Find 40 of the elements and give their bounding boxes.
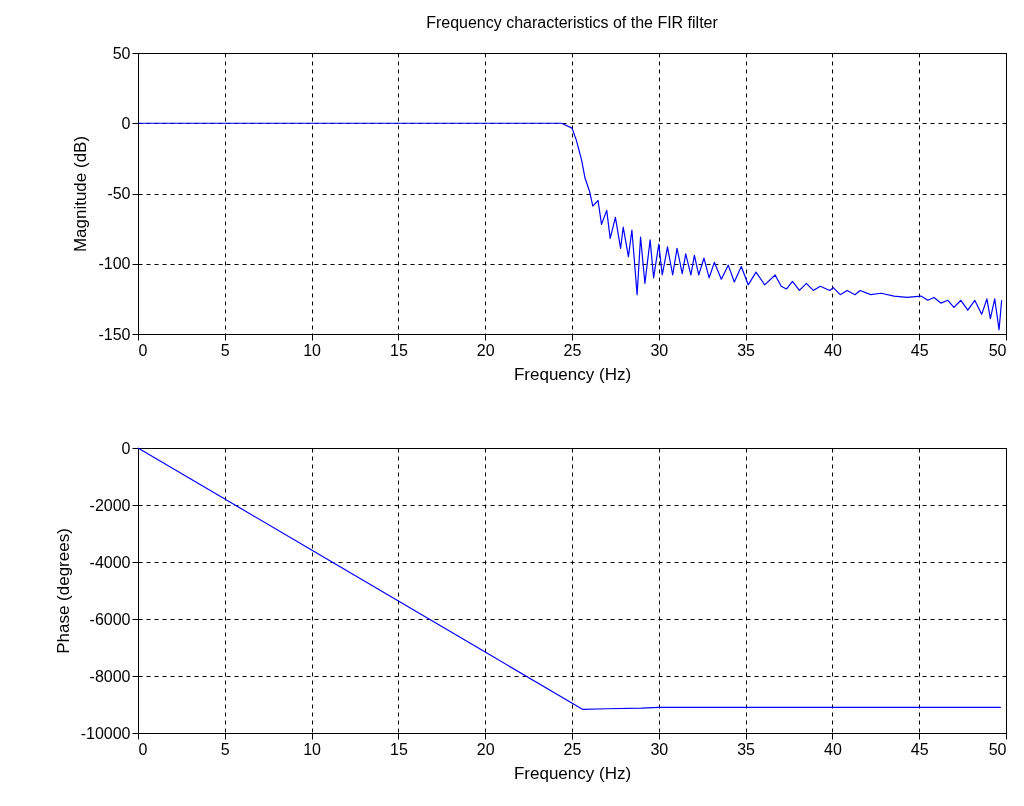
y-tick-label: -100 [98, 255, 131, 273]
y-tick-label: -2000 [89, 496, 131, 514]
x-tick-label: 10 [303, 341, 322, 359]
x-tick-label: 30 [650, 341, 669, 359]
y-axis-title: Phase (degrees) [53, 528, 73, 654]
y-tick-label: -8000 [89, 667, 131, 685]
y-tick-label: 0 [121, 439, 131, 457]
y-tick-label: -6000 [89, 610, 131, 628]
x-tick-label: 0 [138, 341, 148, 359]
y-axis-title: Magnitude (dB) [71, 135, 91, 253]
x-tick-label: 35 [737, 740, 756, 758]
x-tick-label: 40 [824, 740, 842, 758]
x-tick-label: 10 [303, 740, 322, 758]
y-tick-label: -150 [98, 325, 131, 343]
x-tick-label: 5 [220, 740, 230, 758]
x-tick-label: 40 [824, 341, 842, 359]
x-tick-label: 5 [220, 341, 230, 359]
line-series [137, 447, 1002, 710]
x-tick-label: 50 [988, 740, 1007, 758]
x-tick-label: 25 [563, 740, 582, 758]
y-tick-label: -50 [107, 185, 131, 202]
x-tick-label: 45 [910, 341, 929, 359]
x-tick-label: 45 [910, 740, 929, 758]
x-tick-label: 20 [476, 341, 495, 359]
x-tick-label: 25 [563, 341, 582, 359]
x-tick-label: 35 [737, 341, 756, 359]
y-tick-label: -10000 [80, 724, 131, 742]
x-tick-label: 20 [476, 740, 495, 758]
y-tick-label: 0 [121, 114, 131, 132]
x-tick-label: 50 [988, 341, 1007, 359]
x-tick-label: 15 [390, 341, 408, 359]
x-tick-label: 15 [390, 740, 408, 758]
y-tick-label: -4000 [89, 553, 131, 571]
chart-title: Frequency characteristics of the FIR filter [426, 14, 719, 31]
x-tick-label: 30 [650, 740, 669, 758]
y-tick-label: 50 [112, 44, 131, 62]
x-axis-title: Frequency (Hz) [513, 763, 632, 783]
x-tick-label: 0 [138, 740, 148, 758]
line-series [137, 122, 1003, 331]
x-axis-title: Frequency (Hz) [513, 364, 632, 384]
